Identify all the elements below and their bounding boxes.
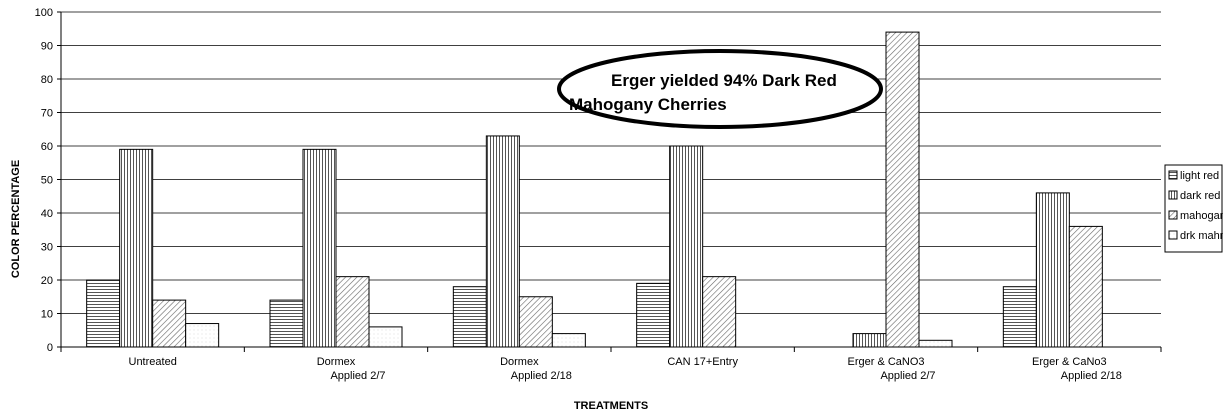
bar-mahogany-0 — [152, 299, 187, 348]
legend-swatch — [1168, 210, 1178, 220]
y-tick-label: 90 — [41, 41, 53, 53]
bars — [86, 31, 1103, 348]
legend-swatch — [1168, 190, 1178, 200]
y-tick-label: 100 — [35, 7, 53, 19]
bar-dark-red-0 — [119, 148, 154, 348]
legend-label: drk mahny — [1180, 230, 1223, 242]
y-axis-title: COLOR PERCENTAGE — [10, 160, 22, 278]
legend-label: dark red — [1180, 190, 1220, 202]
x-category-labels: Untreated Dormex Applied 2/7 Dormex Applied … — [129, 356, 1122, 382]
y-tick-label: 0 — [47, 342, 53, 354]
bar-dark-red-1 — [302, 148, 337, 348]
bar-light-red-1 — [269, 299, 304, 348]
x-category-label: Applied 2/18 — [1061, 370, 1122, 382]
x-category-label: Dormex — [500, 356, 539, 368]
bar-drk-mahny-1 — [368, 326, 403, 348]
bar-dark-red-5 — [1035, 192, 1070, 348]
grid-lines — [61, 11, 1161, 314]
x-category-label: Erger & CaNO3 — [847, 356, 924, 368]
annotation-ellipse — [557, 49, 883, 129]
legend-swatch — [1168, 170, 1178, 180]
bar-light-red-3 — [636, 282, 671, 348]
bar-light-red-0 — [86, 279, 121, 348]
x-category-label: Erger & CaNo3 — [1032, 356, 1107, 368]
bar-mahogany-2 — [518, 296, 553, 348]
y-tick-label: 70 — [41, 108, 53, 120]
annotation-callout: Erger yielded 94% Dark Red Mahogany Cher… — [557, 49, 883, 129]
bar-mahogany-5 — [1068, 225, 1103, 348]
x-axis-title: TREATMENTS — [574, 400, 648, 412]
bar-mahogany-1 — [335, 276, 370, 348]
bar-dark-red-4 — [852, 333, 887, 348]
legend-swatch — [1168, 230, 1178, 240]
y-tick-label: 50 — [41, 175, 53, 187]
x-category-label: Dormex — [317, 356, 356, 368]
y-tick-label: 40 — [41, 208, 53, 220]
y-tick-label: 80 — [41, 74, 53, 86]
annotation-line-2: Mahogany Cherries — [569, 95, 727, 114]
legend-label: mahogany — [1180, 210, 1223, 222]
x-category-label: Applied 2/18 — [511, 370, 572, 382]
bar-mahogany-4 — [885, 31, 920, 348]
bar-mahogany-3 — [702, 276, 737, 348]
x-category-label: Applied 2/7 — [880, 370, 935, 382]
bar-dark-red-3 — [669, 145, 704, 348]
y-tick-labels: 0 10 20 30 40 50 60 70 80 90 100 — [35, 7, 53, 354]
x-category-label: Untreated — [129, 356, 177, 368]
y-tick-label: 10 — [41, 309, 53, 321]
annotation-line-1: Erger yielded 94% Dark Red — [611, 71, 837, 90]
bar-drk-mahny-2 — [551, 333, 586, 348]
bar-drk-mahny-4 — [918, 339, 953, 348]
x-category-label: CAN 17+Entry — [667, 356, 738, 368]
bar-light-red-5 — [1002, 286, 1037, 348]
y-tick-label: 20 — [41, 275, 53, 287]
y-tick-label: 30 — [41, 242, 53, 254]
x-category-label: Applied 2/7 — [330, 370, 385, 382]
bar-light-red-2 — [452, 286, 487, 348]
y-tick-label: 60 — [41, 141, 53, 153]
axes — [57, 11, 1162, 352]
legend: light red dark red mahogany drk mahny — [1164, 164, 1223, 253]
legend-label: light red — [1180, 170, 1219, 182]
bar-dark-red-2 — [485, 135, 520, 348]
bar-drk-mahny-0 — [185, 323, 220, 348]
